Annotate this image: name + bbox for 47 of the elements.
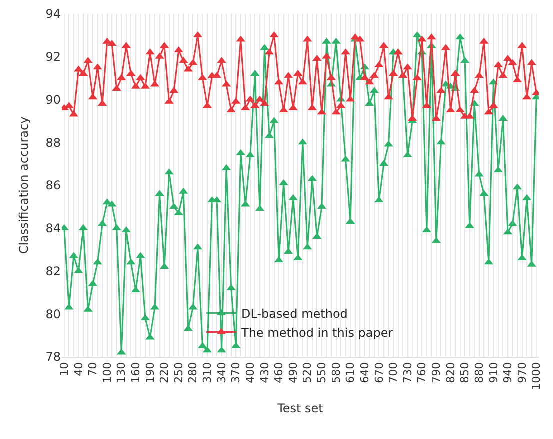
x-axis-title: Test set <box>276 401 324 416</box>
x-tick-label: 220 <box>158 362 172 384</box>
x-tick-label: 940 <box>502 362 515 384</box>
legend-label: DL-based method <box>242 306 348 321</box>
y-tick-label: 94 <box>46 7 61 22</box>
x-tick-label: 670 <box>372 362 386 384</box>
x-tick-label: 820 <box>444 362 458 384</box>
x-tick-label: 970 <box>516 362 529 384</box>
x-tick-label: 700 <box>387 362 400 384</box>
x-tick-label: 40 <box>72 362 86 376</box>
x-tick-label: 100 <box>100 362 114 384</box>
x-tick-label: 10 <box>58 362 71 376</box>
y-axis-title: Classification accuracy <box>17 116 31 254</box>
x-tick-label: 790 <box>430 362 444 384</box>
x-tick-label: 190 <box>144 362 157 384</box>
y-tick-label: 90 <box>46 92 61 107</box>
x-tick-label: 640 <box>358 362 372 384</box>
x-tick-label: 1000 <box>530 362 544 390</box>
x-tick-label: 460 <box>272 362 286 384</box>
x-tick-label: 880 <box>472 362 486 384</box>
y-tick-label: 80 <box>46 307 61 322</box>
y-tick-label: 86 <box>46 178 61 193</box>
y-tick-label: 92 <box>46 50 61 64</box>
x-tick-label: 910 <box>487 362 500 384</box>
x-tick-label: 730 <box>401 362 414 384</box>
legend-label: The method in this paper <box>240 326 394 340</box>
x-tick-label: 580 <box>330 362 343 384</box>
x-tick-label: 550 <box>316 362 329 384</box>
x-tick-label: 280 <box>186 362 200 384</box>
x-tick-label: 760 <box>416 362 429 384</box>
x-tick-label: 490 <box>286 362 300 384</box>
x-tick-label: 130 <box>115 362 128 384</box>
x-tick-label: 250 <box>172 362 186 384</box>
x-tick-label: 520 <box>301 362 314 384</box>
y-tick-label: 82 <box>46 264 61 278</box>
x-tick-label: 430 <box>258 362 272 384</box>
x-tick-label: 160 <box>130 362 143 384</box>
y-tick-label: 78 <box>46 350 61 364</box>
x-tick-label: 370 <box>230 362 243 384</box>
y-tick-label: 84 <box>46 222 61 236</box>
y-tick-label: 88 <box>46 136 61 150</box>
x-tick-label: 340 <box>215 362 228 384</box>
x-tick-label: 610 <box>344 362 358 384</box>
x-tick-label: 310 <box>201 362 214 384</box>
x-tick-label: 400 <box>244 362 257 384</box>
x-tick-label: 70 <box>86 362 100 376</box>
x-tick-label: 850 <box>458 362 472 384</box>
